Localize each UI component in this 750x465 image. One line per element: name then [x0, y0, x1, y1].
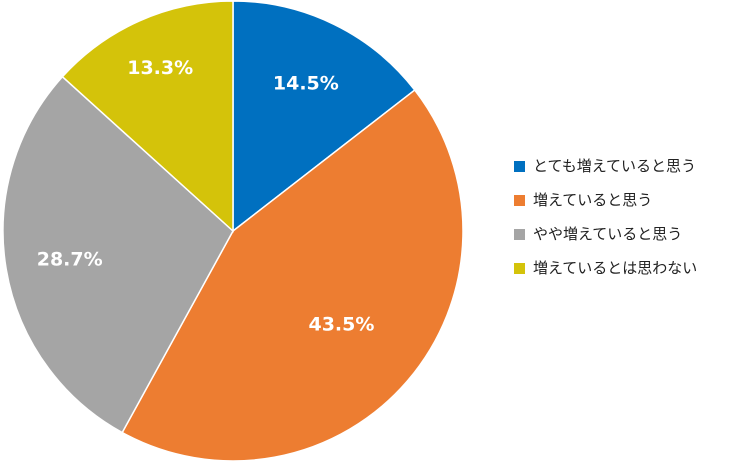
pie-value-labels: 14.5% 43.5% 28.7% 13.3%: [37, 57, 375, 336]
legend-label-2: 増えていると思う: [533, 191, 652, 209]
slice-value-label-4: 13.3%: [127, 57, 193, 79]
pie-slice-3: [2, 75, 234, 434]
legend-swatch-4: [514, 263, 525, 274]
legend-label-1: とても増えていると思う: [533, 157, 696, 175]
legend-swatch-1: [514, 161, 525, 172]
pie-slice-1: [232, 0, 416, 233]
pie-slices: [2, 0, 464, 462]
legend-label-4: 増えているとは思わない: [533, 259, 697, 277]
legend-label-3: やや増えていると思う: [533, 225, 682, 243]
legend-swatch-2: [514, 195, 525, 206]
pie-slice-4: [61, 0, 234, 233]
slice-value-label-3: 28.7%: [37, 248, 103, 270]
legend-swatch-3: [514, 229, 525, 240]
slice-value-label-1: 14.5%: [273, 72, 339, 94]
slice-value-label-2: 43.5%: [308, 314, 374, 336]
pie-slice-2: [121, 88, 464, 462]
